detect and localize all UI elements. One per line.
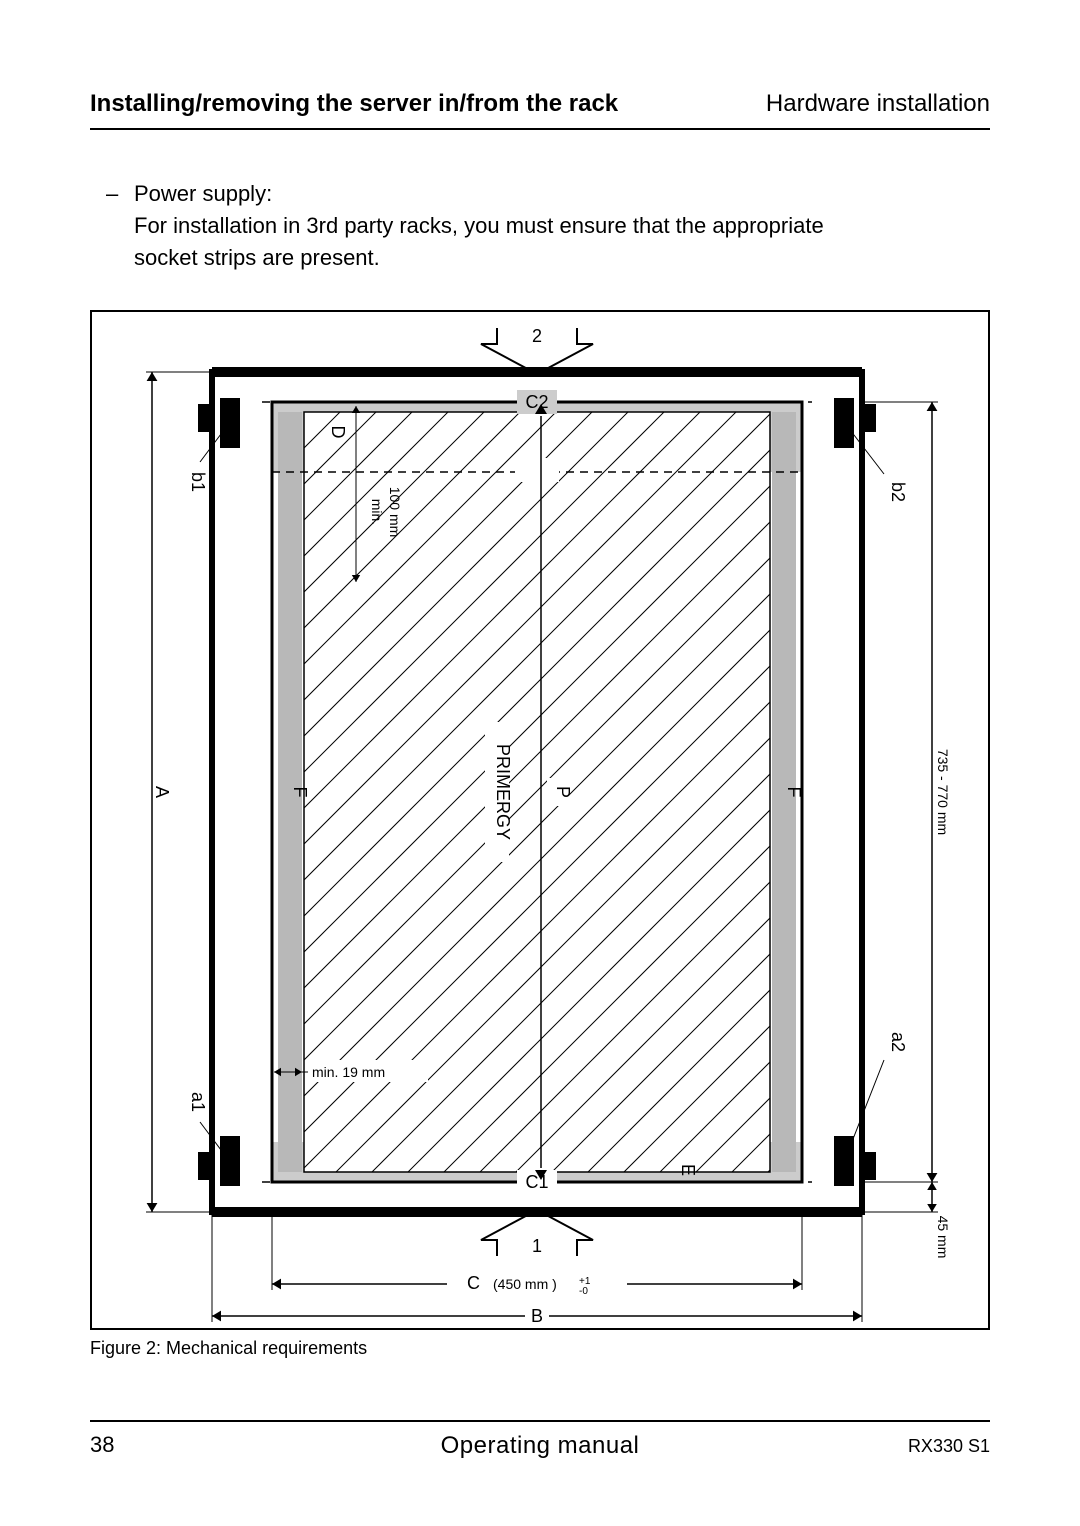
body-paragraph: –Power supply: For installation in 3rd p… — [90, 178, 990, 274]
mechanical-diagram: C2C2C1DEFFPRIMERGYP21min.100 mmmin. 19 m… — [92, 312, 992, 1332]
body-line2: socket strips are present. — [106, 242, 990, 274]
svg-text:-0: -0 — [579, 1286, 588, 1297]
svg-text:b1: b1 — [188, 472, 208, 492]
page-footer: 38 Operating manual RX330 S1 — [90, 1420, 990, 1458]
svg-text:(450 mm ): (450 mm ) — [493, 1276, 557, 1292]
svg-text:b2: b2 — [888, 482, 908, 502]
bullet-dash: – — [106, 178, 134, 210]
svg-text:C2: C2 — [525, 392, 548, 412]
svg-text:B: B — [531, 1306, 543, 1326]
page-number: 38 — [90, 1432, 114, 1458]
svg-text:D: D — [328, 425, 348, 438]
bullet-label: Power supply: — [134, 181, 272, 206]
svg-text:C: C — [467, 1273, 480, 1293]
svg-text:A: A — [152, 786, 172, 798]
svg-text:1: 1 — [532, 1236, 542, 1256]
header-left: Installing/removing the server in/from t… — [90, 90, 618, 118]
header-right: Hardware installation — [766, 90, 990, 118]
svg-text:45 mm: 45 mm — [935, 1215, 951, 1258]
svg-text:2: 2 — [532, 326, 542, 346]
svg-text:a2: a2 — [888, 1032, 908, 1052]
svg-text:P: P — [553, 786, 573, 798]
body-line1: For installation in 3rd party racks, you… — [106, 210, 990, 242]
footer-title: Operating manual — [441, 1432, 640, 1460]
figure-caption: Figure 2: Mechanical requirements — [90, 1338, 990, 1359]
svg-text:F: F — [290, 786, 310, 797]
svg-text:PRIMERGY: PRIMERGY — [493, 744, 513, 840]
svg-text:min. 19 mm: min. 19 mm — [312, 1064, 385, 1080]
svg-text:F: F — [784, 786, 804, 797]
figure-container: C2C2C1DEFFPRIMERGYP21min.100 mmmin. 19 m… — [90, 310, 990, 1330]
svg-text:E: E — [678, 1164, 698, 1176]
svg-text:100 mm: 100 mm — [387, 486, 403, 537]
svg-text:735 - 770 mm: 735 - 770 mm — [935, 748, 951, 834]
svg-text:C1: C1 — [525, 1172, 548, 1192]
model-code: RX330 S1 — [908, 1436, 990, 1457]
svg-text:min.: min. — [369, 498, 385, 524]
svg-text:a1: a1 — [188, 1092, 208, 1112]
